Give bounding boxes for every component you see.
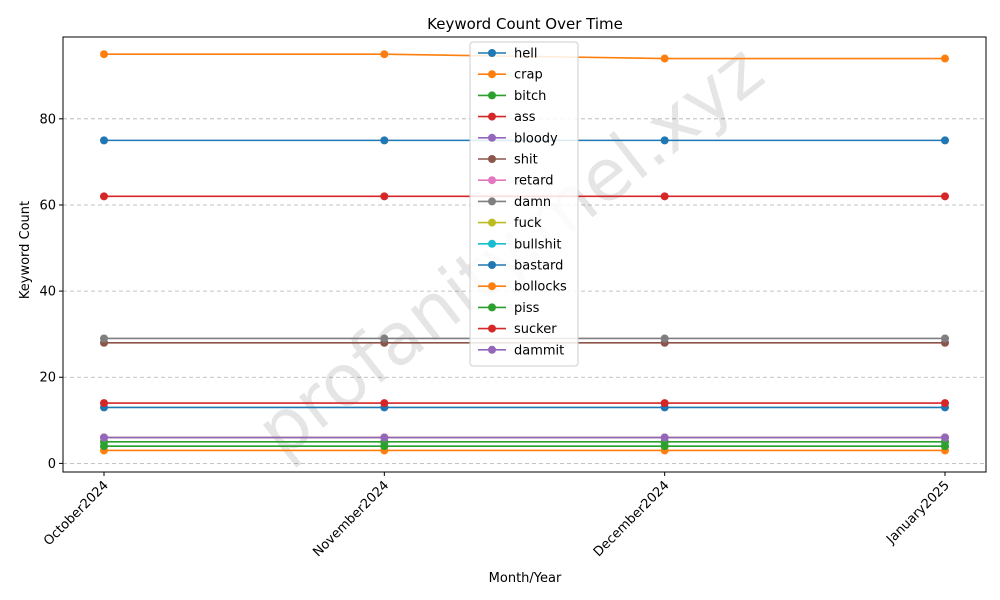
data-point bbox=[660, 192, 669, 201]
legend-label: sucker bbox=[514, 322, 557, 337]
legend-label: piss bbox=[514, 301, 540, 316]
legend-item: sucker bbox=[478, 322, 557, 337]
legend-marker bbox=[488, 112, 496, 121]
legend-marker bbox=[488, 303, 496, 312]
legend-marker bbox=[488, 49, 496, 57]
x-tick-label: November2024 bbox=[310, 478, 392, 560]
data-point bbox=[380, 433, 389, 442]
data-point bbox=[941, 334, 949, 343]
y-tick-label: 20 bbox=[39, 371, 56, 386]
legend-item: crap bbox=[478, 68, 543, 83]
legend-item: bitch bbox=[478, 89, 546, 104]
data-point bbox=[380, 50, 389, 59]
legend-marker bbox=[488, 176, 496, 185]
legend-label: bollocks bbox=[514, 280, 567, 295]
legend-label: bitch bbox=[514, 89, 546, 104]
data-point bbox=[100, 50, 108, 59]
legend-item: shit bbox=[478, 153, 538, 168]
series-bastard bbox=[100, 403, 949, 412]
legend-marker bbox=[488, 261, 496, 269]
data-point bbox=[380, 442, 389, 451]
data-point bbox=[100, 136, 108, 145]
data-point bbox=[100, 433, 108, 442]
y-tick-label: 40 bbox=[39, 285, 56, 300]
legend-label: retard bbox=[514, 174, 554, 189]
y-tick-label: 80 bbox=[39, 112, 56, 127]
legend: hell crap bitch ass bloody shit retard damn fuck… bbox=[469, 41, 579, 367]
data-point bbox=[660, 136, 669, 145]
legend-box bbox=[469, 41, 579, 367]
legend-label: damn bbox=[514, 195, 551, 210]
legend-item: retard bbox=[478, 174, 554, 189]
legend-item: damn bbox=[478, 195, 551, 210]
legend-marker bbox=[488, 282, 496, 291]
data-point bbox=[660, 334, 669, 343]
data-point bbox=[941, 433, 949, 442]
legend-marker bbox=[488, 91, 496, 100]
data-point bbox=[100, 442, 108, 451]
legend-label: hell bbox=[514, 47, 537, 62]
data-point bbox=[380, 399, 389, 408]
legend-marker bbox=[488, 155, 496, 163]
legend-item: bloody bbox=[478, 131, 558, 146]
data-point bbox=[380, 136, 389, 145]
y-axis-title: Keyword Count bbox=[18, 201, 33, 299]
legend-marker bbox=[488, 345, 496, 354]
legend-item: dammit bbox=[478, 343, 564, 358]
legend-label: bastard bbox=[514, 259, 563, 274]
data-point bbox=[660, 54, 669, 63]
legend-item: piss bbox=[478, 301, 540, 316]
series-dammit bbox=[100, 433, 949, 442]
legend-label: bullshit bbox=[514, 237, 561, 252]
legend-item: fuck bbox=[478, 216, 542, 231]
x-tick-label: October2024 bbox=[41, 478, 112, 549]
legend-item: bullshit bbox=[478, 237, 561, 252]
plot-frame bbox=[62, 36, 987, 473]
data-point bbox=[660, 433, 669, 442]
data-point bbox=[660, 442, 669, 451]
series-bitch bbox=[100, 437, 949, 446]
data-point bbox=[941, 442, 949, 451]
x-tick-label: January2025 bbox=[883, 478, 953, 548]
legend-marker bbox=[488, 133, 496, 142]
y-tick-label: 60 bbox=[39, 198, 56, 213]
series-sucker bbox=[100, 399, 949, 408]
legend-label: fuck bbox=[514, 216, 542, 231]
legend-marker bbox=[488, 218, 496, 227]
legend-item: hell bbox=[478, 47, 537, 62]
series-piss bbox=[100, 442, 949, 451]
chart-title: Keyword Count Over Time bbox=[427, 15, 623, 33]
legend-marker bbox=[488, 197, 496, 206]
y-tick-label: 0 bbox=[48, 457, 56, 472]
data-point bbox=[100, 192, 108, 201]
legend-item: bollocks bbox=[478, 280, 567, 295]
data-point bbox=[941, 192, 949, 201]
data-point bbox=[100, 334, 108, 343]
legend-label: crap bbox=[514, 68, 543, 83]
data-point bbox=[380, 334, 389, 343]
data-point bbox=[380, 192, 389, 201]
data-point bbox=[941, 399, 949, 408]
legend-marker bbox=[488, 70, 496, 79]
data-point bbox=[100, 399, 108, 408]
legend-label: ass bbox=[514, 110, 536, 125]
x-axis-title: Month/Year bbox=[489, 571, 562, 586]
data-point bbox=[941, 136, 949, 145]
legend-label: dammit bbox=[514, 343, 564, 358]
legend-marker bbox=[488, 324, 496, 333]
data-point bbox=[941, 54, 949, 63]
series-bollocks bbox=[100, 446, 949, 455]
legend-marker bbox=[488, 239, 496, 248]
legend-item: ass bbox=[478, 110, 536, 125]
legend-label: bloody bbox=[514, 131, 558, 146]
x-tick-label: December2024 bbox=[591, 478, 673, 560]
legend-item: bastard bbox=[478, 259, 563, 274]
legend-label: shit bbox=[514, 153, 538, 168]
data-point bbox=[660, 399, 669, 408]
